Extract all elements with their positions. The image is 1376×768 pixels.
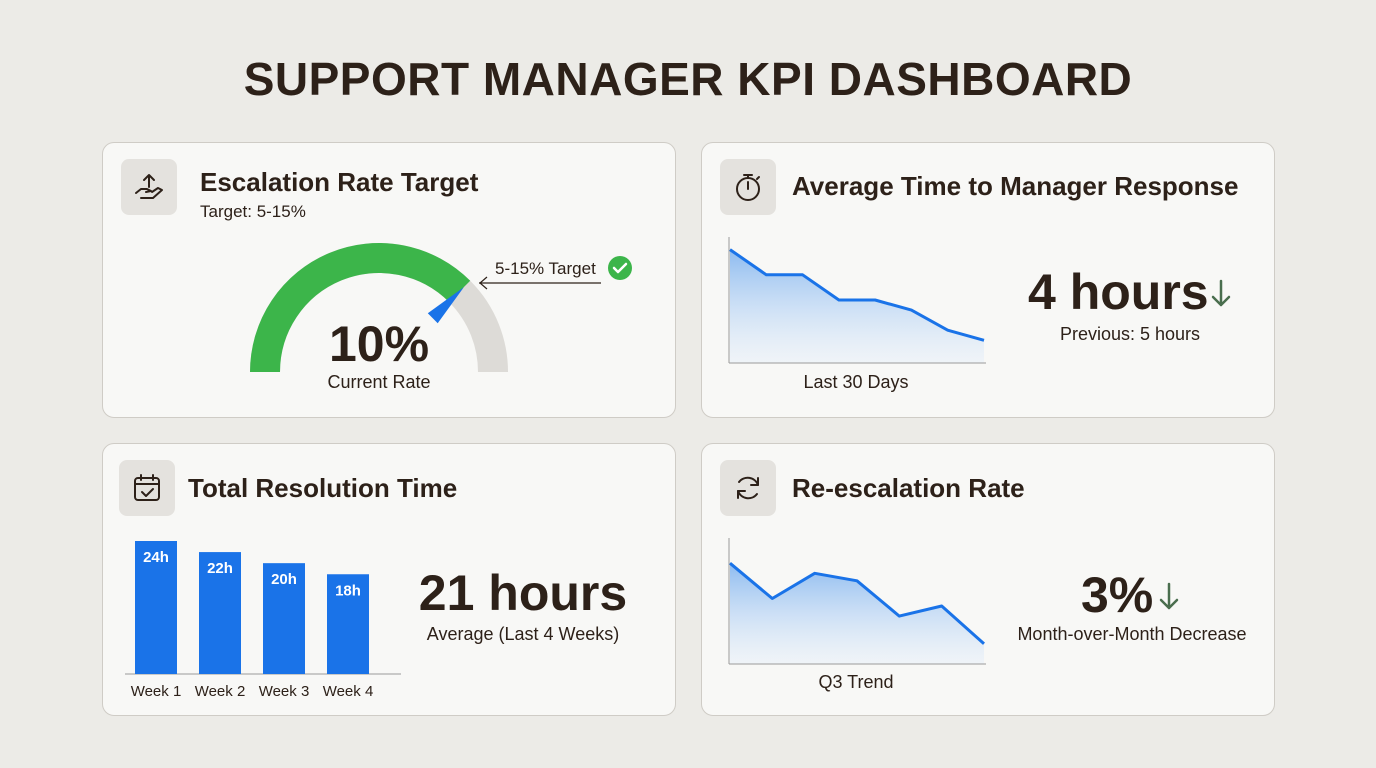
response-previous: Previous: 5 hours — [1059, 324, 1201, 344]
bar-data-label: 18h — [335, 582, 361, 599]
arrow-down-icon — [1159, 582, 1179, 610]
stopwatch-icon — [720, 159, 776, 215]
bar-3 — [263, 563, 305, 674]
refresh-icon — [720, 460, 776, 516]
reescalation-area — [730, 563, 984, 664]
response-title: Average Time to Manager Response — [792, 171, 1239, 201]
bar-data-label: 22h — [207, 560, 233, 577]
response-area — [730, 249, 984, 363]
resolution-bar-chart: 24h Week 1 22h Week 2 20h Week 3 18h Week 4 — [125, 541, 401, 700]
escalation-caption: Current Rate — [327, 372, 431, 392]
resolution-value: 21 hours — [418, 565, 628, 621]
target-label: 5-15% Target — [495, 259, 596, 278]
bar-category-label: Week 3 — [259, 683, 310, 700]
escalation-gauge: 5-15% Target — [250, 243, 632, 373]
resolution-time-card: Total Resolution Time 24h Week 1 22h Week 2… — [102, 443, 676, 716]
page-title: SUPPORT MANAGER KPI DASHBOARD — [243, 53, 1133, 105]
reescalation-chart-caption: Q3 Trend — [818, 672, 894, 692]
reescalation-card: Re-escalation Rate Q3 Trend 3% Month-ove… — [701, 443, 1275, 716]
bar-4 — [327, 574, 369, 674]
resolution-title: Total Resolution Time — [188, 473, 458, 503]
check-circle-icon — [608, 256, 632, 280]
escalation-rate-card: Escalation Rate Target Target: 5-15% 5-1… — [102, 142, 676, 418]
reescalation-value: 3% — [1081, 567, 1154, 623]
response-value: 4 hours — [1028, 264, 1209, 320]
escalation-value: 10% — [328, 316, 430, 372]
reescalation-trend-chart — [728, 538, 986, 665]
hand-up-arrow-icon — [121, 159, 177, 215]
escalation-target-text: Target: 5-15% — [200, 202, 306, 221]
resolution-caption: Average (Last 4 Weeks) — [426, 624, 620, 644]
gauge-target-band — [250, 243, 471, 373]
calendar-check-icon — [119, 460, 175, 516]
escalation-title: Escalation Rate Target — [200, 167, 479, 197]
manager-response-card: Average Time to Manager Response Last 30… — [701, 142, 1275, 418]
target-pointer-arrowhead — [479, 276, 488, 290]
gauge-needle — [427, 287, 464, 324]
bar-2 — [199, 552, 241, 674]
response-chart-caption: Last 30 Days — [803, 372, 909, 392]
bar-data-label: 24h — [143, 549, 169, 566]
response-line — [729, 248, 985, 342]
reescalation-title: Re-escalation Rate — [792, 473, 1025, 503]
arrow-down-icon — [1211, 279, 1231, 307]
reescalation-caption: Month-over-Month Decrease — [1017, 624, 1247, 644]
reescalation-line — [729, 562, 985, 645]
bar-category-label: Week 2 — [195, 683, 246, 700]
bar-data-label: 20h — [271, 571, 297, 588]
response-trend-chart — [728, 237, 986, 364]
bar-category-label: Week 1 — [131, 683, 182, 700]
bar-category-label: Week 4 — [323, 683, 374, 700]
bar-1 — [135, 541, 177, 674]
